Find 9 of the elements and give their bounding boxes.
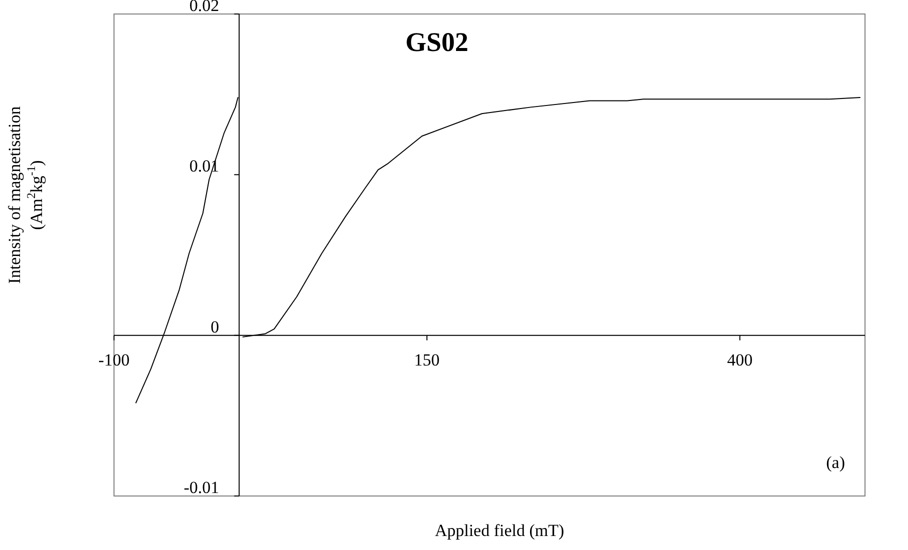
y-tick-label: 0: [210, 317, 220, 336]
text: GS02: [405, 27, 468, 57]
x-tick-label: -100: [98, 350, 130, 370]
y-tick-label: -0.01: [184, 478, 220, 497]
y-tick-label: 0.02: [189, 0, 220, 15]
x-tick-label: 150: [414, 350, 440, 370]
x-tick-label: 400: [727, 350, 753, 370]
annotation: (a): [826, 453, 845, 472]
x-axis-title: Applied field (mT): [434, 521, 564, 540]
